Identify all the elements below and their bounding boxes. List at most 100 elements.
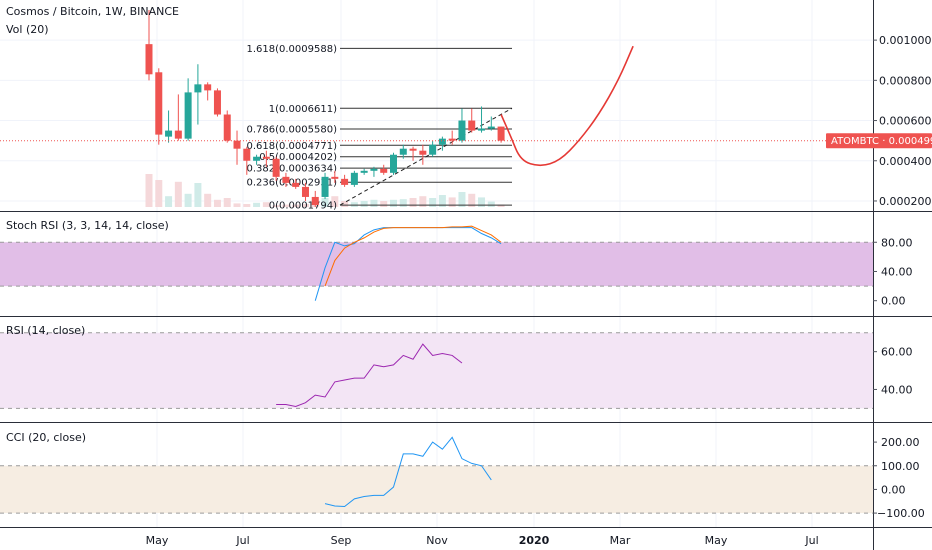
indicator-tick-label: 0.00 <box>881 483 906 496</box>
rsi-line <box>276 343 463 407</box>
indicator-tick-label: 40.00 <box>881 383 913 396</box>
volume-bar <box>321 198 329 207</box>
candle-body <box>155 72 163 135</box>
volume-bar <box>341 201 349 207</box>
volume-bar <box>145 174 153 207</box>
fibonacci-retracement[interactable]: 1.618(0.0009588) 1(0.0006611) 0.786(0.0005… <box>246 44 513 212</box>
fib-level-label: 0.236(0.0002931) <box>246 178 337 189</box>
volume-bar <box>478 197 486 207</box>
volume-bar <box>223 198 231 207</box>
stoch-rsi-title: Stoch RSI (3, 3, 14, 14, close) <box>6 219 169 232</box>
candle-body <box>448 138 456 141</box>
volume-bar <box>262 202 270 207</box>
time-tick-label: May <box>705 534 728 547</box>
candle-body <box>321 176 329 197</box>
candle-body <box>301 186 309 197</box>
volume-bar <box>409 198 417 207</box>
volume-bar <box>438 195 446 207</box>
candle-body <box>468 120 476 131</box>
indicator-band <box>0 242 873 287</box>
candle-body <box>243 148 251 161</box>
time-tick-label: May <box>146 534 169 547</box>
indicator-tick-label: −100.00 <box>877 507 925 520</box>
volume-bar <box>360 201 368 207</box>
candle-body <box>204 84 212 91</box>
volume-bar <box>399 199 407 207</box>
volume-bar <box>292 204 300 207</box>
candle-body <box>262 156 270 159</box>
candle-body <box>419 150 427 155</box>
candle-body <box>478 128 486 131</box>
candle-body <box>184 92 192 139</box>
candle-body <box>311 196 319 205</box>
candle-body <box>399 148 407 155</box>
candle-body <box>331 176 339 179</box>
fib-level-label: 0.786(0.0005580) <box>246 124 337 135</box>
volume-bar <box>184 193 192 207</box>
indicator-tick-label: 40.00 <box>881 265 913 278</box>
candle-body <box>174 130 182 139</box>
candle-body <box>487 126 495 129</box>
cci-title: CCI (20, close) <box>6 431 86 444</box>
projection-curve <box>500 45 634 167</box>
stoch-d-line <box>324 225 502 287</box>
time-tick-label: Mar <box>610 534 631 547</box>
indicator-tick-label: 80.00 <box>881 236 913 249</box>
volume-bar <box>350 202 358 207</box>
indicator-band <box>0 465 873 514</box>
time-tick-label: Nov <box>426 534 448 547</box>
price-tick-label: 0.0002000 <box>879 195 932 208</box>
candle-body <box>272 158 280 177</box>
candle-body <box>380 168 388 173</box>
candle-body <box>194 84 202 93</box>
volume-bar <box>429 198 437 207</box>
candle-body <box>370 168 378 171</box>
volume-bar <box>282 204 290 207</box>
volume-bars <box>145 174 505 207</box>
volume-bar <box>331 196 339 207</box>
fib-level-label: 1(0.0006611) <box>269 104 337 115</box>
time-tick-label: Sep <box>331 534 352 547</box>
current-price-tag: ATOMBTC · 0.0004996 <box>826 133 932 149</box>
candlesticks[interactable] <box>145 9 505 207</box>
indicator-tick-label: 100.00 <box>881 460 920 473</box>
time-tick-label: Jul <box>235 534 249 547</box>
volume-bar <box>165 196 173 207</box>
candle-body <box>341 178 349 185</box>
candle-body <box>282 176 290 183</box>
volume-bar <box>380 201 388 207</box>
current-price-label: ATOMBTC · 0.0004996 <box>831 136 932 147</box>
indicator-lines <box>276 225 502 507</box>
indicator-bands <box>0 241 873 514</box>
volume-bar <box>487 201 495 207</box>
fib-trend-line <box>339 107 513 206</box>
candle-body <box>292 182 300 187</box>
volume-bar <box>497 204 505 207</box>
volume-bar <box>419 196 427 207</box>
time-tick-label: Jul <box>804 534 818 547</box>
volume-bar <box>448 197 456 207</box>
candle-body <box>429 144 437 155</box>
candle-body <box>165 130 173 137</box>
volume-bar <box>194 183 202 207</box>
candle-body <box>233 140 241 149</box>
fib-level-label: 0.382(0.0003634) <box>246 164 337 175</box>
cci-line <box>324 436 492 507</box>
candle-body <box>145 44 153 75</box>
projection-drawing[interactable] <box>0 45 873 167</box>
volume-bar <box>213 199 221 207</box>
fib-level-label: 0.618(0.0004771) <box>246 141 337 152</box>
candle-body <box>409 148 417 151</box>
volume-bar <box>243 204 251 207</box>
candle-body <box>458 120 466 141</box>
time-tick-label: 2020 <box>519 534 550 547</box>
time-axis[interactable]: May Jul Sep Nov 2020 Mar May Jul <box>146 534 819 547</box>
volume-bar <box>233 203 241 207</box>
